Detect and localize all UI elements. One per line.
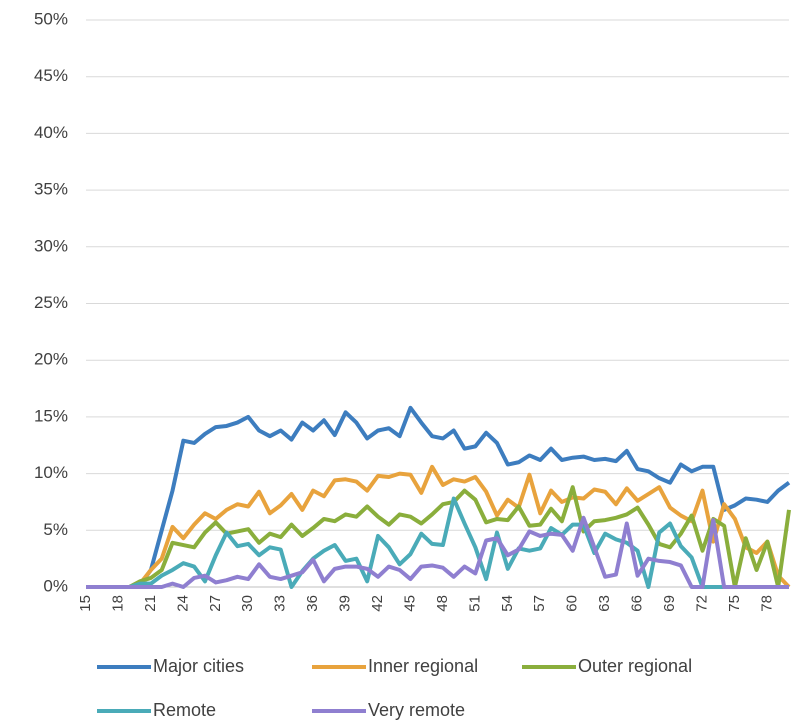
- y-tick-label: 35%: [34, 180, 68, 199]
- y-tick-label: 10%: [34, 463, 68, 482]
- series-line: [86, 464, 791, 589]
- y-tick-label: 20%: [34, 350, 68, 369]
- legend-label: Inner regional: [368, 656, 478, 676]
- x-tick-label: 45: [401, 595, 418, 612]
- series-line: [86, 515, 789, 589]
- y-tick-label: 0%: [43, 576, 68, 595]
- x-tick-label: 63: [596, 595, 613, 612]
- legend-label: Very remote: [368, 700, 465, 720]
- legend-label: Remote: [153, 700, 216, 720]
- x-tick-label: 72: [693, 595, 710, 612]
- x-tick-label: 66: [629, 595, 646, 612]
- series-line: [86, 405, 791, 589]
- x-tick-label: 54: [499, 595, 516, 612]
- y-tick-label: 30%: [34, 236, 68, 255]
- x-tick-label: 42: [369, 595, 386, 612]
- legend-label: Major cities: [153, 656, 244, 676]
- x-tick-label: 21: [142, 595, 159, 612]
- x-tick-label: 48: [434, 595, 451, 612]
- x-tick-label: 18: [109, 595, 126, 612]
- x-tick-label: 57: [531, 595, 548, 612]
- x-tick-label: 69: [661, 595, 678, 612]
- legend-label: Outer regional: [578, 656, 692, 676]
- x-tick-label: 15: [77, 595, 94, 612]
- x-tick-label: 60: [564, 595, 581, 612]
- y-tick-label: 5%: [43, 520, 68, 539]
- x-tick-label: 30: [239, 595, 256, 612]
- x-tick-label: 39: [337, 595, 354, 612]
- x-tick-label: 33: [272, 595, 289, 612]
- x-tick-label: 27: [207, 595, 224, 612]
- y-tick-label: 15%: [34, 406, 68, 425]
- x-tick-label: 51: [466, 595, 483, 612]
- series-line: [86, 496, 789, 589]
- y-tick-label: 50%: [34, 9, 68, 28]
- y-tick-label: 25%: [34, 293, 68, 312]
- x-tick-label: 36: [304, 595, 321, 612]
- series-line: [86, 485, 791, 589]
- y-tick-label: 40%: [34, 123, 68, 142]
- y-tick-label: 45%: [34, 66, 68, 85]
- x-tick-label: 24: [174, 595, 191, 612]
- x-tick-label: 78: [758, 595, 775, 612]
- x-tick-label: 75: [726, 595, 743, 612]
